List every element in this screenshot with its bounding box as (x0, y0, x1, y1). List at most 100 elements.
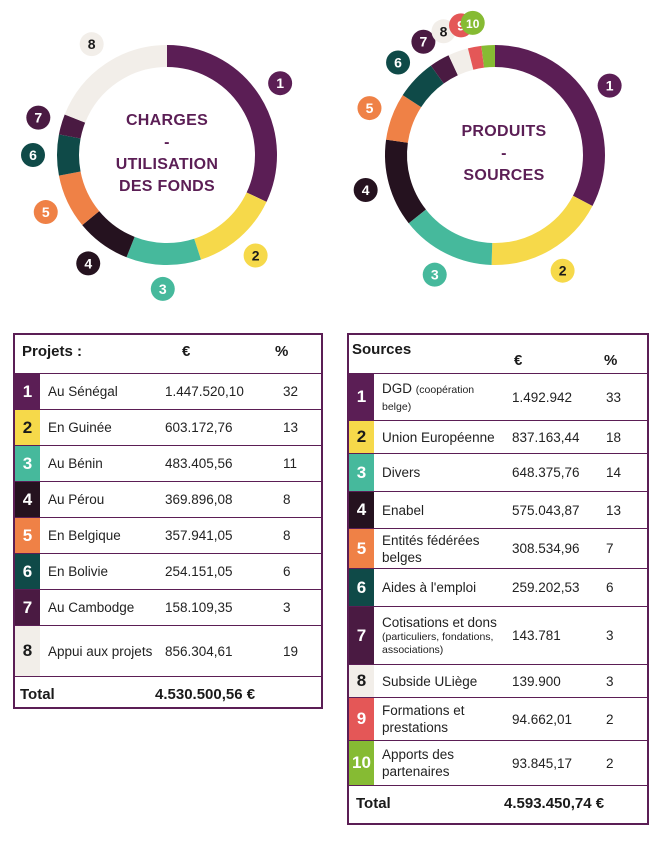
projects-row-label: Au Cambodge (48, 590, 158, 625)
sources-row-number: 4 (349, 492, 374, 528)
produits-slice-label: 3 (431, 267, 439, 283)
projects-row-number: 8 (15, 626, 40, 676)
charges-slice-badge-circle (243, 243, 268, 268)
projects-row-label-text: Appui aux projets (48, 643, 153, 659)
center-line: PRODUITS (461, 123, 547, 140)
projects-row-number: 3 (15, 446, 40, 481)
charges-slice-label: 1 (276, 75, 284, 91)
sources-row-amount: 308.534,96 (512, 541, 580, 556)
sources-table-header: Sources € % (349, 335, 647, 374)
charges-slice (58, 114, 86, 139)
produits-slice (494, 45, 605, 206)
sources-row-number: 6 (349, 569, 374, 606)
sources-rows: 1 DGD (coopération belge) 1.492.942 33 2 Unio… (349, 374, 647, 786)
sources-row-label-text: Subside ULiège (382, 673, 478, 689)
charges-slice-badge-circle (33, 200, 58, 225)
produits-slice-badge: 4 (353, 178, 378, 203)
sources-row-label-text: Union Européenne (382, 429, 495, 445)
projects-row: 6 En Bolivie 254.151,05 6 (15, 554, 321, 590)
center-line: UTILISATION (115, 156, 219, 173)
projects-row: 2 En Guinée 603.172,76 13 (15, 410, 321, 446)
sources-total: Total 4.593.450,74 € (349, 786, 647, 820)
sources-col-amount: € (514, 352, 523, 369)
projects-row-pct: 8 (283, 528, 291, 543)
charges-slice (57, 134, 81, 176)
sources-total-label: Total (356, 794, 391, 812)
projects-row-pct: 11 (283, 456, 298, 471)
produits-slice (385, 139, 427, 224)
produits-slice-badge-circle (597, 73, 622, 98)
projects-row-pct: 19 (283, 643, 299, 659)
sources-row-label: Cotisations et dons (particuliers, fonda… (382, 607, 505, 664)
sources-row-label-text: Entités fédérées belges (382, 532, 480, 565)
projects-total-label: Total (20, 685, 55, 703)
charges-slice (64, 45, 168, 123)
sources-row-label-text: Aides à l'emploi (382, 580, 477, 595)
sources-table: Sources € % 1 DGD (coopération belge) 1.49… (347, 333, 649, 825)
produits-slice-badge-circle (353, 178, 378, 203)
projects-total: Total 4.530.500,56 € (15, 677, 321, 711)
projects-row-pct: 8 (283, 492, 291, 507)
charges-center-label: CHARGES - UTILISATION DES FONDS (97, 110, 237, 198)
sources-row-pct: 3 (606, 628, 614, 643)
sources-row-amount: 837.163,44 (512, 429, 580, 445)
charges-slice-badge-circle (26, 105, 51, 130)
charges-slice-label: 7 (34, 110, 42, 126)
sources-row-amount: 259.202,53 (512, 580, 580, 595)
projects-row: 7 Au Cambodge 158.109,35 3 (15, 590, 321, 626)
charges-slice-label: 2 (252, 248, 260, 264)
produits-slice-badge: 1 (597, 73, 622, 98)
produits-slice (430, 55, 459, 84)
sources-row-amount: 648.375,76 (512, 465, 580, 480)
charges-donut-svg: 1 2 3 4 5 6 7 8 (21, 32, 293, 301)
sources-row: 5 Entités fédérées belges 308.534,96 7 (349, 529, 647, 569)
projects-row-label-text: Au Sénégal (48, 384, 118, 399)
charges-slice (82, 210, 135, 258)
produits-donut: 12345678910 PRODUITS - SOURCES (337, 0, 667, 320)
produits-slice-badge: 10 (460, 10, 485, 35)
charges-slice-badge: 1 (268, 71, 293, 96)
charges-slice-badge: 4 (76, 251, 101, 276)
sources-row-pct: 14 (606, 465, 622, 480)
charges-slice-label: 3 (159, 281, 167, 297)
sources-row-label-text: Apports des partenaires (382, 747, 455, 779)
sources-row-label: DGD (coopération belge) (382, 374, 505, 420)
sources-row-label: Union Européenne (382, 421, 505, 453)
projects-row-amount: 483.405,56 (165, 456, 233, 471)
projects-row: 4 Au Pérou 369.896,08 8 (15, 482, 321, 518)
projects-header-title: Projets : (22, 343, 83, 360)
sources-row-label-text: Enabel (382, 502, 425, 518)
projects-row: 8 Appui aux projets 856.304,61 19 (15, 626, 321, 677)
projects-row: 1 Au Sénégal 1.447.520,10 32 (15, 374, 321, 410)
projects-total-value: 4.530.500,56 € (155, 685, 256, 703)
produits-slice-label: 4 (362, 182, 370, 198)
sources-row-label-text: Cotisations et dons (382, 615, 497, 630)
projects-row-label: En Belgique (48, 518, 158, 553)
projects-row-number: 7 (15, 590, 40, 625)
projects-row-label-text: Au Cambodge (48, 600, 135, 615)
produits-slice-label: 10 (466, 17, 480, 31)
sources-row: 9 Formations et prestations 94.662,01 2 (349, 698, 647, 741)
sources-row-label: Enabel (382, 492, 505, 528)
produits-slice-badge-circle (550, 258, 575, 283)
sources-row-number: 10 (349, 741, 374, 785)
charges-slice-badge: 8 (79, 32, 104, 57)
sources-row-label: Apports des partenaires (382, 741, 505, 785)
sources-row-amount: 575.043,87 (512, 502, 580, 518)
produits-slice-badge-circle (386, 50, 411, 75)
sources-row-pct: 3 (606, 673, 614, 689)
center-line: DES FONDS (118, 178, 216, 195)
sources-row-sublabel: (particuliers, fondations, associations) (382, 631, 494, 656)
charges-slice-badge: 2 (243, 243, 268, 268)
sources-row-pct: 6 (606, 580, 614, 595)
produits-slice-badge: 7 (411, 29, 436, 54)
charges-slice (58, 171, 100, 226)
projects-col-pct: % (275, 343, 289, 360)
sources-row-number: 1 (349, 374, 374, 420)
charges-slice (166, 45, 277, 202)
produits-slice-badge-circle (460, 10, 485, 35)
produits-slice (408, 209, 493, 265)
projects-row-label: Appui aux projets (48, 626, 158, 676)
projects-table-header: Projets : € % (15, 335, 321, 374)
produits-slice-label: 7 (420, 34, 428, 50)
